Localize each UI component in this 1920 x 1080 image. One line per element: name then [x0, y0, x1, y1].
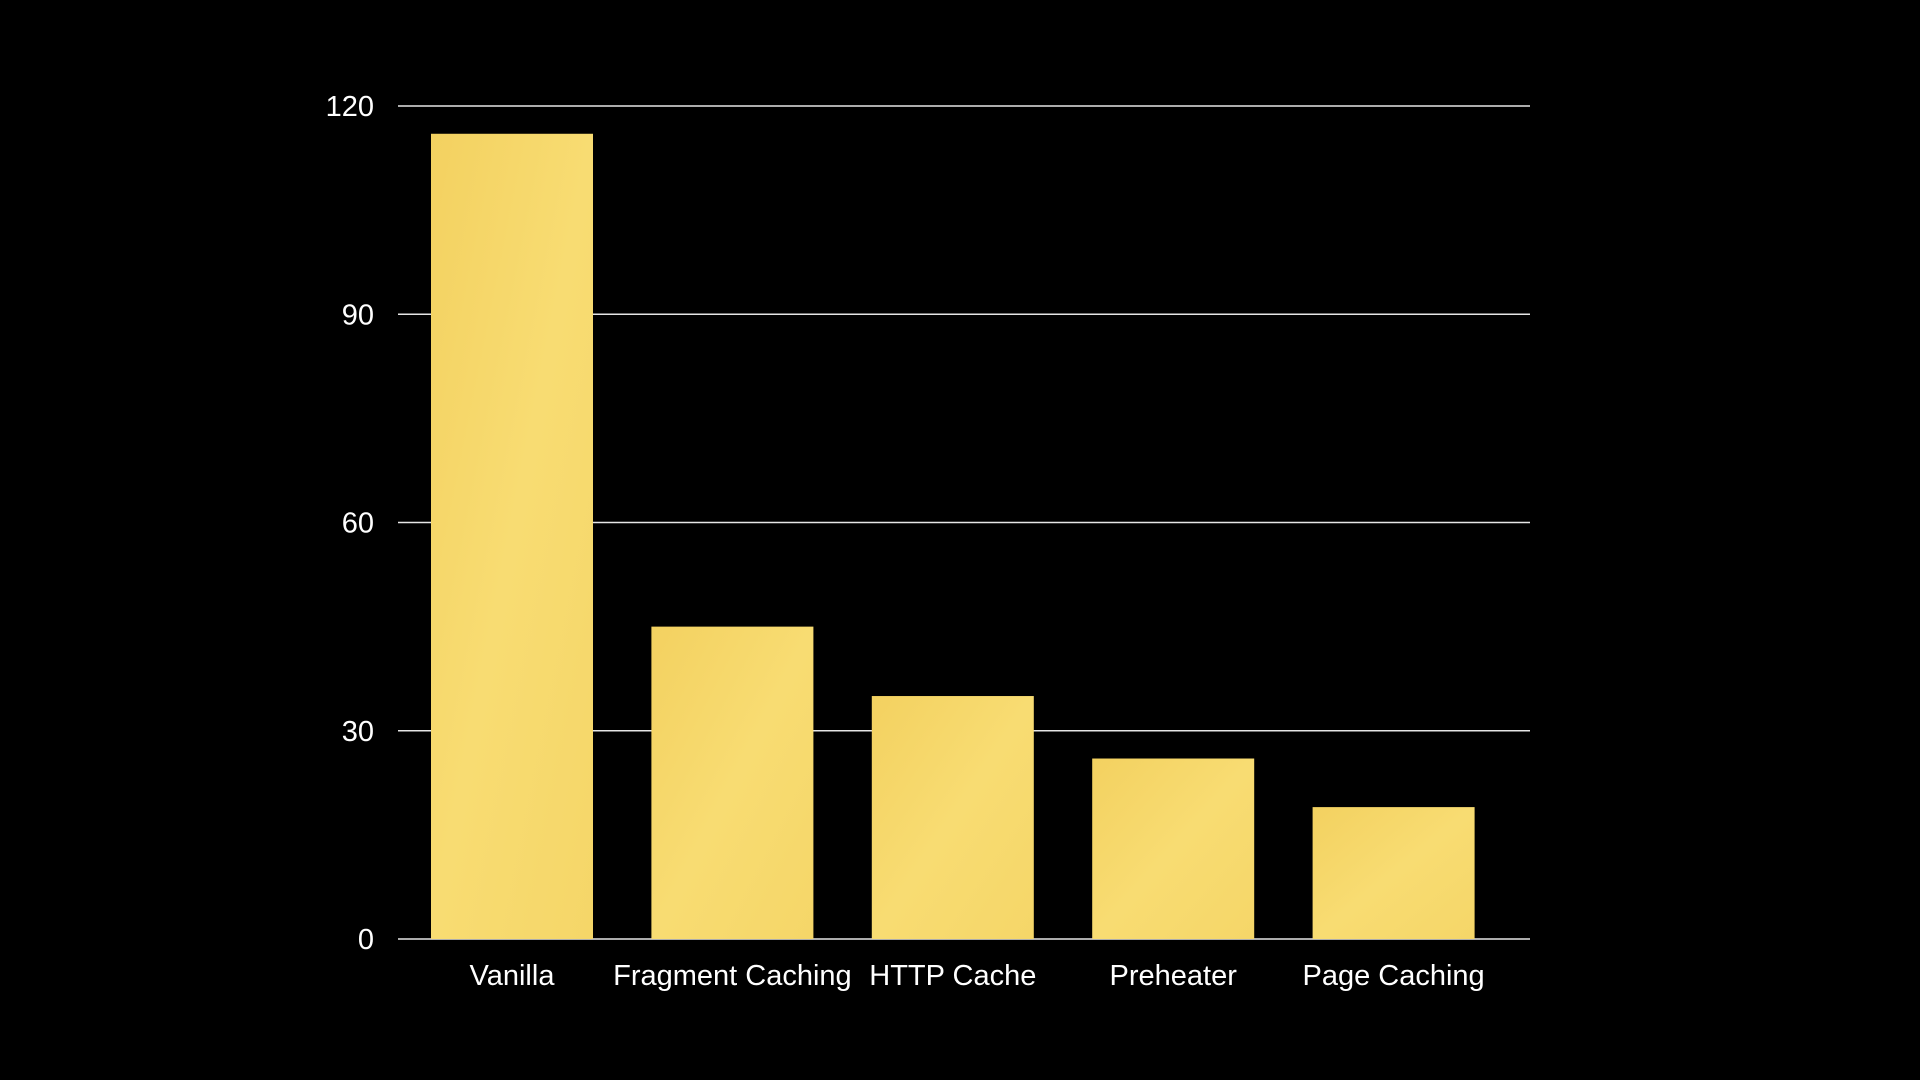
bar-page-caching — [1312, 807, 1475, 939]
x-category-label: Preheater — [1110, 960, 1238, 992]
x-category-label: Vanilla — [470, 960, 556, 992]
y-tick-label: 120 — [326, 91, 374, 123]
y-axis-ticks: 0 30 60 90 120 — [326, 91, 374, 956]
y-tick-label: 30 — [342, 716, 374, 748]
x-category-label: Page Caching — [1303, 960, 1485, 992]
bars — [431, 133, 1475, 939]
bar-fragment-caching — [651, 626, 814, 939]
x-axis-categories: Vanilla Fragment Caching HTTP Cache Preheat… — [470, 960, 1485, 992]
y-tick-label: 60 — [342, 508, 374, 540]
x-category-label: HTTP Cache — [869, 960, 1036, 992]
x-category-label: Fragment Caching — [613, 960, 852, 992]
bar-http-cache — [871, 696, 1034, 939]
bar-vanilla — [431, 133, 593, 939]
bar-preheater — [1092, 758, 1255, 939]
y-tick-label: 0 — [358, 924, 374, 956]
y-tick-label: 90 — [342, 299, 374, 331]
